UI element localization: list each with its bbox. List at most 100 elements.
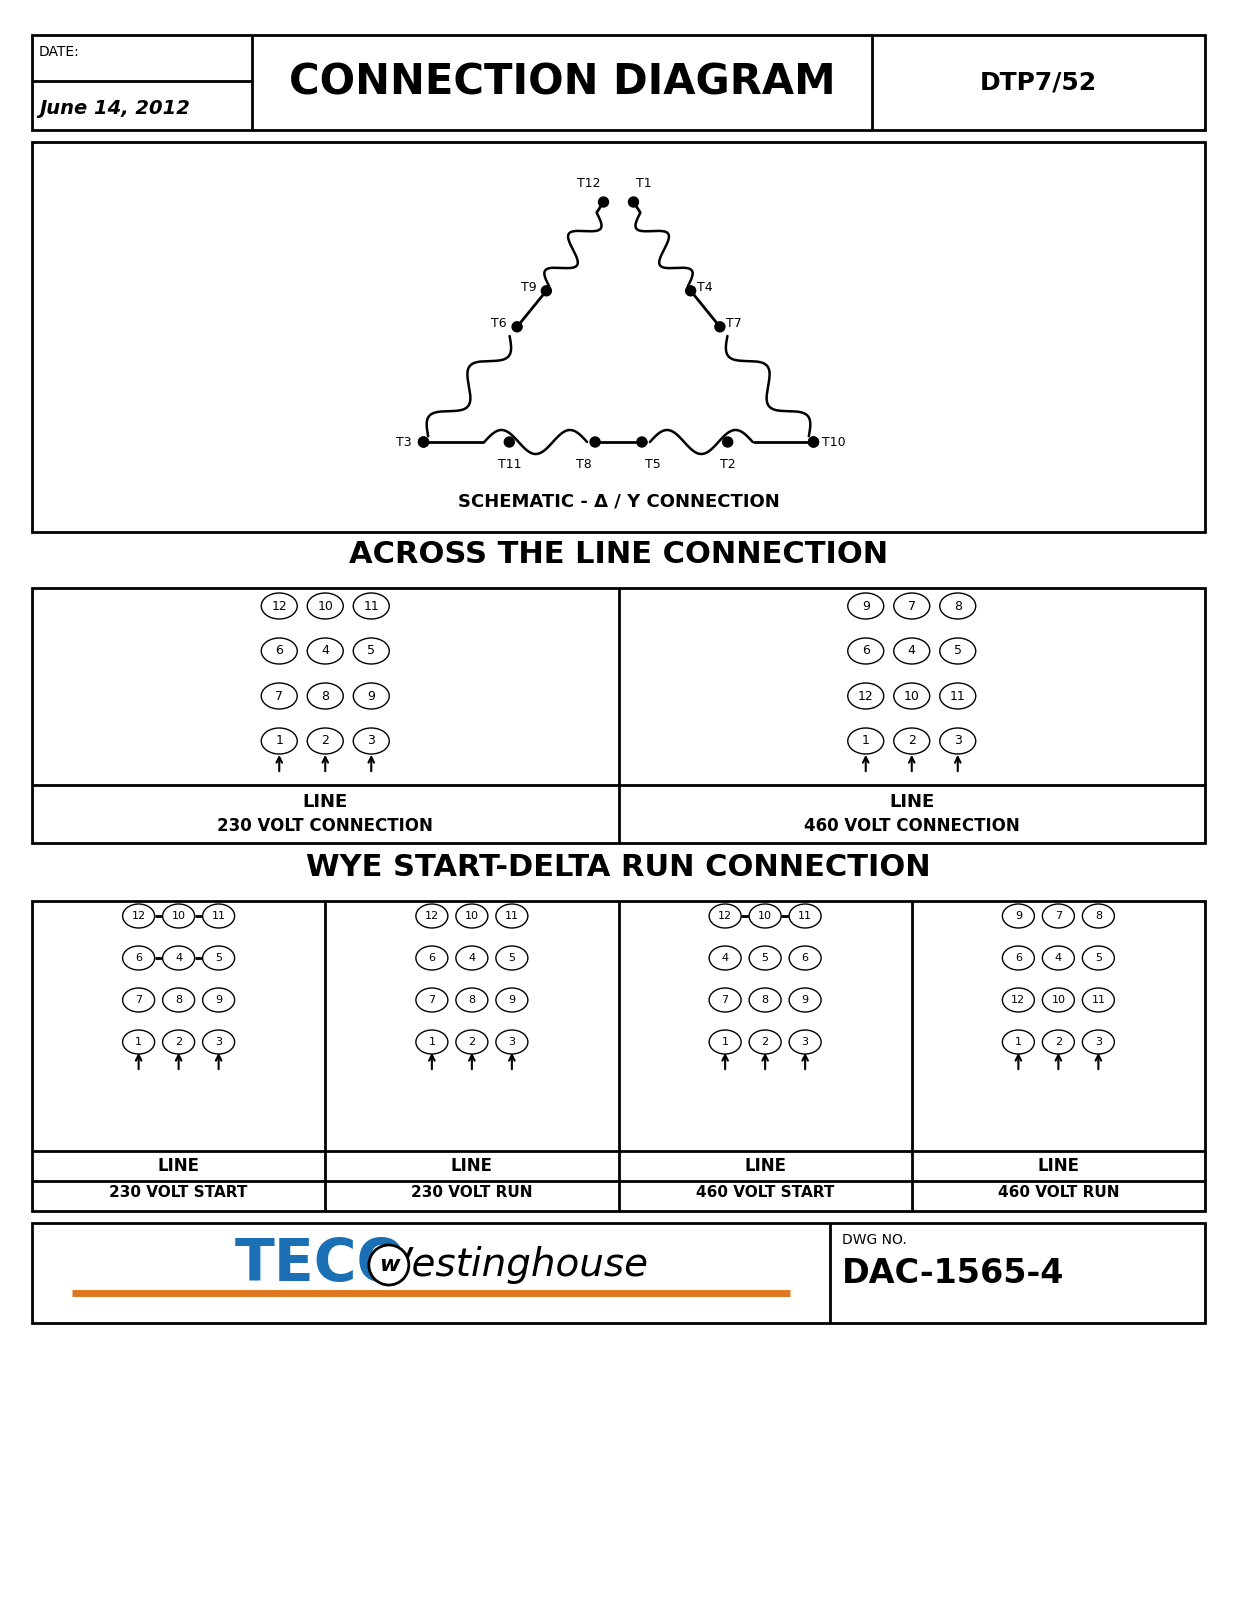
Text: WYE START-DELTA RUN CONNECTION: WYE START-DELTA RUN CONNECTION [307,853,930,882]
Text: 2: 2 [762,1037,768,1046]
Text: 9: 9 [802,995,809,1005]
Text: 2: 2 [469,1037,475,1046]
Ellipse shape [416,904,448,928]
Text: 10: 10 [465,910,479,922]
Text: 9: 9 [508,995,516,1005]
Text: 11: 11 [364,600,379,613]
Text: 3: 3 [508,1037,516,1046]
Text: 12: 12 [858,690,873,702]
Text: 1: 1 [1014,1037,1022,1046]
Text: 7: 7 [276,690,283,702]
Bar [32,587,1205,843]
Text: 1: 1 [721,1037,729,1046]
Text: 8: 8 [176,995,182,1005]
Ellipse shape [307,638,343,664]
Text: 12: 12 [424,910,439,922]
Ellipse shape [1082,946,1115,970]
Text: 4: 4 [469,954,475,963]
Ellipse shape [261,638,297,664]
Text: 5: 5 [1095,954,1102,963]
Text: 1: 1 [862,734,870,747]
Ellipse shape [940,594,976,619]
Text: 6: 6 [428,954,435,963]
Text: 4: 4 [176,954,182,963]
Bar [32,901,1205,1211]
Ellipse shape [456,1030,487,1054]
Text: 460 VOLT CONNECTION: 460 VOLT CONNECTION [804,818,1019,835]
Ellipse shape [162,946,194,970]
Text: T1: T1 [637,178,652,190]
Ellipse shape [894,594,930,619]
Text: T10: T10 [821,435,845,448]
Text: 6: 6 [1014,954,1022,963]
Text: 8: 8 [469,995,475,1005]
Ellipse shape [940,728,976,754]
Ellipse shape [1082,904,1115,928]
Ellipse shape [261,728,297,754]
Text: 7: 7 [135,995,142,1005]
Text: 230 VOLT RUN: 230 VOLT RUN [411,1186,533,1200]
Ellipse shape [709,946,741,970]
Text: 7: 7 [908,600,915,613]
Ellipse shape [1082,1030,1115,1054]
Text: 11: 11 [505,910,518,922]
Ellipse shape [162,1030,194,1054]
Ellipse shape [203,987,235,1013]
Text: LINE: LINE [450,1157,492,1174]
Text: T7: T7 [726,317,742,330]
Circle shape [628,197,638,206]
Ellipse shape [1002,987,1034,1013]
Ellipse shape [894,683,930,709]
Text: DTP7/52: DTP7/52 [980,70,1097,94]
Ellipse shape [416,946,448,970]
Text: 4: 4 [908,645,915,658]
Text: 9: 9 [862,600,870,613]
Text: 9: 9 [215,995,223,1005]
Text: T6: T6 [491,317,507,330]
Ellipse shape [496,946,528,970]
Text: T8: T8 [576,458,593,470]
Ellipse shape [750,987,781,1013]
Text: SCHEMATIC - Δ / Y CONNECTION: SCHEMATIC - Δ / Y CONNECTION [458,493,779,510]
Circle shape [590,437,600,446]
Text: 11: 11 [212,910,225,922]
Circle shape [685,286,695,296]
Text: 4: 4 [1055,954,1061,963]
Text: 10: 10 [758,910,772,922]
Ellipse shape [789,946,821,970]
Ellipse shape [1002,946,1034,970]
Circle shape [418,437,428,446]
Text: 3: 3 [802,1037,809,1046]
Text: 3: 3 [954,734,961,747]
Text: 9: 9 [367,690,375,702]
Text: 10: 10 [172,910,186,922]
Text: 1: 1 [276,734,283,747]
Text: 12: 12 [1012,995,1025,1005]
Ellipse shape [1043,1030,1075,1054]
Text: 5: 5 [762,954,768,963]
Ellipse shape [1043,987,1075,1013]
Circle shape [809,437,819,446]
Text: LINE: LINE [1038,1157,1080,1174]
Ellipse shape [162,987,194,1013]
Text: T11: T11 [497,458,521,470]
Ellipse shape [307,683,343,709]
Text: 8: 8 [1095,910,1102,922]
Text: 460 VOLT START: 460 VOLT START [696,1186,834,1200]
Text: 2: 2 [322,734,329,747]
Text: 1: 1 [428,1037,435,1046]
Text: LINE: LINE [889,794,934,811]
Text: 10: 10 [318,600,333,613]
Ellipse shape [847,638,883,664]
Text: 4: 4 [721,954,729,963]
Ellipse shape [496,904,528,928]
Ellipse shape [709,904,741,928]
Text: 2: 2 [1055,1037,1061,1046]
Ellipse shape [307,728,343,754]
Ellipse shape [1043,904,1075,928]
Text: 6: 6 [802,954,809,963]
Text: 2: 2 [908,734,915,747]
Text: 6: 6 [862,645,870,658]
Text: 3: 3 [215,1037,223,1046]
Text: 7: 7 [1055,910,1061,922]
